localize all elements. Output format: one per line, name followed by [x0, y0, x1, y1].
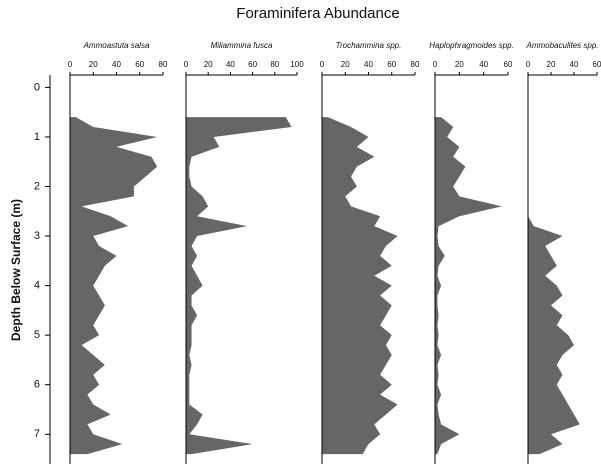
x-tick-label: 0: [433, 60, 438, 69]
x-tick-label: 40: [479, 60, 488, 69]
x-tick-label: 40: [364, 60, 373, 69]
abundance-area: [322, 117, 398, 455]
x-tick-label: 60: [248, 60, 257, 69]
x-tick-label: 100: [290, 60, 304, 69]
abundance-area: [186, 117, 292, 455]
y-tick-label: 3: [34, 230, 40, 242]
panel-name: Trochammina spp.: [336, 41, 402, 50]
x-tick-label: 20: [204, 60, 213, 69]
y-tick-label: 6: [34, 379, 40, 391]
chart-title: Foraminifera Abundance: [236, 5, 399, 22]
x-tick-label: 60: [593, 60, 601, 69]
x-tick-label: 0: [526, 60, 531, 69]
y-tick-label: 1: [34, 131, 40, 143]
x-tick-label: 20: [547, 60, 556, 69]
panel-name: Ammoastuta salsa: [83, 41, 150, 50]
x-tick-label: 20: [341, 60, 350, 69]
y-tick-label: 0: [34, 81, 40, 93]
x-tick-label: 0: [184, 60, 189, 69]
y-tick-label: 2: [34, 180, 40, 192]
y-tick-label: 4: [34, 280, 40, 292]
panel-name: Miliammina fusca: [211, 41, 273, 50]
abundance-area: [528, 117, 580, 455]
x-tick-label: 20: [455, 60, 464, 69]
abundance-area: [70, 117, 158, 455]
x-tick-label: 20: [89, 60, 98, 69]
x-tick-label: 60: [504, 60, 513, 69]
abundance-area: [435, 117, 502, 455]
x-tick-label: 80: [411, 60, 420, 69]
y-tick-label: 5: [34, 329, 40, 341]
y-axis-label: Depth Below Surface (m): [9, 199, 23, 341]
x-tick-label: 0: [68, 60, 73, 69]
x-tick-label: 80: [270, 60, 279, 69]
x-tick-label: 80: [159, 60, 168, 69]
x-tick-label: 60: [135, 60, 144, 69]
x-tick-label: 60: [387, 60, 396, 69]
panel-name: Haplophragmoides spp.: [429, 41, 514, 50]
y-tick-label: 7: [34, 428, 40, 440]
x-tick-label: 40: [226, 60, 235, 69]
x-tick-label: 0: [320, 60, 325, 69]
x-tick-label: 40: [112, 60, 121, 69]
panel-name: Ammobaculites spp.: [525, 41, 598, 50]
x-tick-label: 40: [570, 60, 579, 69]
